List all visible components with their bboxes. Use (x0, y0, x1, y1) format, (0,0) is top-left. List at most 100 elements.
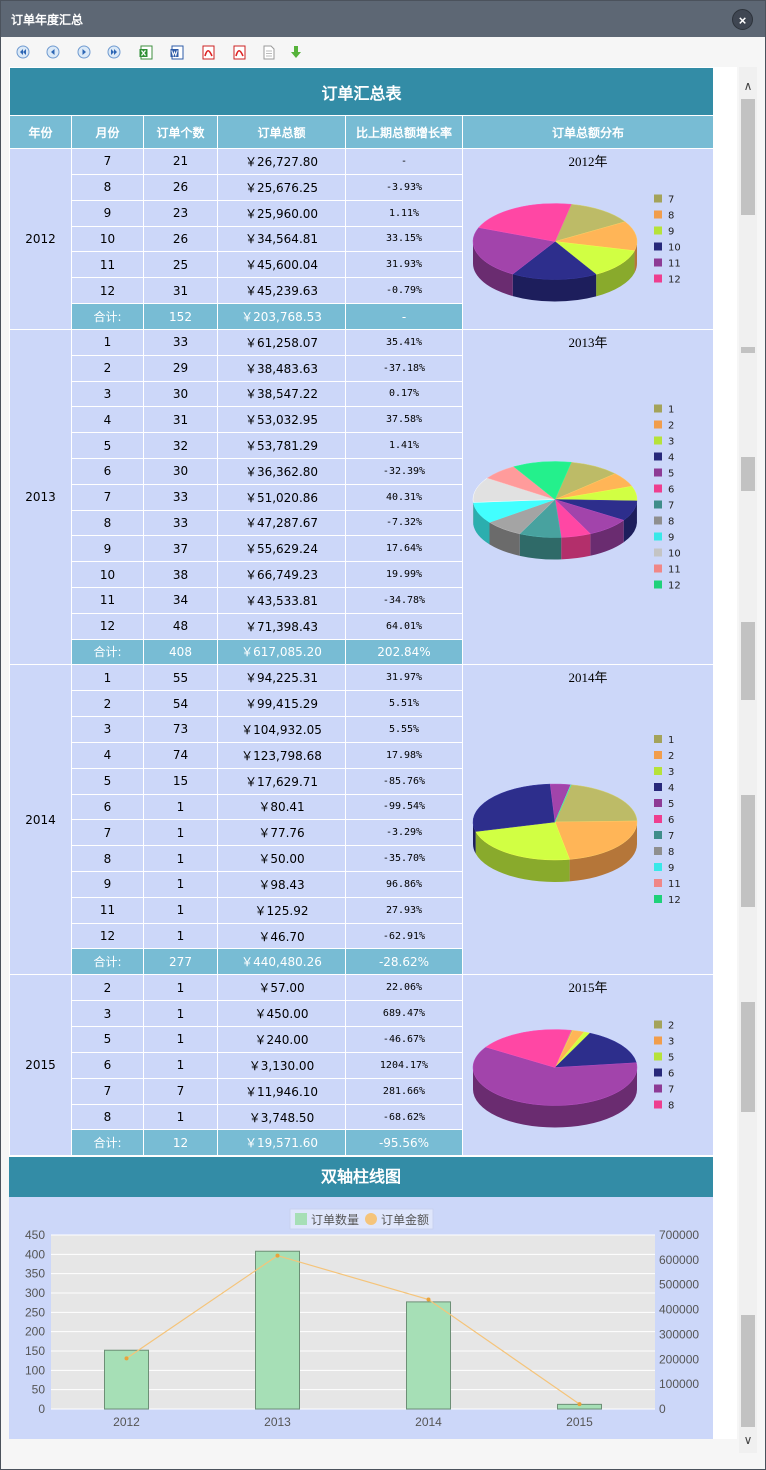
legend-label: 10 (668, 549, 681, 560)
scroll-down-icon[interactable]: ∨ (743, 1433, 753, 1447)
order-count-cell: 21 (143, 148, 218, 175)
table-row: 8 26 ￥25,676.25 -3.93% (10, 173, 714, 201)
next-page-icon[interactable] (76, 44, 92, 60)
legend-label: 2 (668, 1021, 674, 1032)
pie-slice-side (473, 502, 490, 545)
excel-export-icon[interactable] (138, 44, 154, 60)
pie-slice-side (569, 822, 637, 882)
subtotal-amount: ￥19,571.60 (217, 1129, 346, 1157)
legend-label: 5 (668, 799, 674, 810)
month-cell: 7 (71, 483, 144, 511)
pie-slice-side (561, 533, 591, 560)
bar-2014 (406, 1301, 451, 1410)
legend-label: 4 (668, 783, 674, 794)
legend-label: 2 (668, 751, 674, 762)
month-cell: 9 (71, 870, 144, 898)
legend-label: 9 (668, 227, 674, 238)
text-export-icon[interactable] (260, 44, 276, 60)
prev-page-icon[interactable] (45, 44, 61, 60)
growth-rate-cell: 37.58% (345, 406, 463, 434)
window-titlebar[interactable]: 订单年度汇总 × (1, 1, 765, 37)
close-button[interactable]: × (732, 9, 753, 30)
order-total-cell: ￥46.70 (217, 922, 346, 950)
month-cell: 6 (71, 457, 144, 485)
month-cell: 10 (71, 225, 144, 253)
scrollbar-thumb[interactable] (741, 99, 755, 215)
column-header-order-total: 订单总额 (217, 115, 346, 149)
subtotal-label: 合计: (71, 948, 144, 976)
table-row: 6 1 ￥80.41 -99.54% (10, 793, 714, 821)
subtotal-count: 408 (143, 638, 218, 666)
order-count-cell: 1 (143, 1051, 218, 1079)
legend-swatch (654, 767, 662, 776)
order-count-cell: 32 (143, 432, 218, 459)
legend-label: 7 (668, 831, 674, 842)
word-export-icon[interactable] (169, 44, 185, 60)
pie-slice (554, 1033, 637, 1069)
subtotal-label: 合计: (71, 303, 144, 330)
table-row: 9 1 ￥98.43 96.86% (10, 870, 714, 898)
order-total-cell: ￥61,258.07 (217, 329, 346, 356)
table-row: 8 1 ￥50.00 -35.70% (10, 845, 714, 872)
legend-label: 6 (668, 1069, 674, 1080)
table-row: 9 37 ￥55,629.24 17.64% (10, 535, 714, 563)
scroll-up-icon[interactable]: ∧ (743, 79, 753, 93)
table-row: 11 1 ￥125.92 27.93% (10, 896, 714, 924)
order-total-cell: ￥45,600.04 (217, 251, 346, 279)
pie-chart-title: 2013年 (568, 335, 608, 350)
subtotal-count: 12 (143, 1129, 218, 1157)
table-row: 12 31 ￥45,239.63 -0.79% (10, 277, 714, 305)
chart-canvas: 订单数量 订单金额 0 50 100 150 200 250 300 350 400 450 0 1000… (25, 1208, 699, 1429)
legend-label: 8 (668, 847, 674, 858)
order-total-cell: ￥80.41 (217, 793, 346, 821)
growth-rate-cell: 1.11% (345, 199, 463, 227)
order-count-cell: 1 (143, 793, 218, 821)
month-cell: 6 (71, 1051, 144, 1079)
growth-rate-cell: 17.98% (345, 741, 463, 769)
legend-swatch (654, 420, 662, 429)
month-cell: 7 (71, 148, 144, 175)
legend-swatch (654, 242, 662, 251)
growth-rate-cell: 17.64% (345, 535, 463, 563)
order-count-cell: 1 (143, 974, 218, 1002)
order-total-cell: ￥25,676.25 (217, 173, 346, 201)
legend-label: 6 (668, 815, 674, 826)
order-total-cell: ￥50.00 (217, 845, 346, 872)
y-right-tick-label: 400000 (659, 1303, 699, 1317)
subtotal-amount: ￥617,085.20 (217, 638, 346, 666)
last-page-icon[interactable] (106, 44, 122, 60)
month-cell: 3 (71, 716, 144, 743)
pie-slice-side (473, 822, 476, 854)
pdf-export-icon[interactable] (231, 44, 247, 60)
growth-rate-cell: 35.41% (345, 329, 463, 356)
subtotal-row: 合计: 152 ￥203,768.53- (10, 303, 714, 330)
growth-rate-cell: -68.62% (345, 1103, 463, 1131)
pie-slice-side (590, 520, 624, 556)
order-total-cell: ￥57.00 (217, 974, 346, 1002)
growth-rate-cell: -3.93% (345, 173, 463, 201)
vertical-scrollbar[interactable]: ∧ ∨ (739, 67, 757, 1453)
download-icon[interactable] (288, 44, 304, 60)
x-tick-label: 2014 (415, 1415, 442, 1429)
month-cell: 2 (71, 974, 144, 1002)
pdf-export-icon[interactable] (200, 44, 216, 60)
table-row: 2014 1 55 ￥94,225.31 31.97% 2014年 1 2 3 4 5 6 7 8 9 11 1… (9, 664, 715, 976)
table-row: 11 34 ￥43,533.81 -34.78% (10, 586, 714, 614)
scrollbar-track-mark (741, 795, 755, 907)
table-row: 8 1 ￥3,748.50 -68.62% (10, 1103, 714, 1131)
growth-rate-cell: -7.32% (345, 509, 463, 537)
month-cell: 8 (71, 173, 144, 201)
pie-slice (472, 1047, 638, 1107)
table-row: 4 74 ￥123,798.68 17.98% (10, 741, 714, 769)
month-cell: 4 (71, 406, 144, 434)
pie-slice-side (512, 274, 597, 302)
table-row: 12 1 ￥46.70 -62.91% (10, 922, 714, 950)
table-row: 7 1 ￥77.76 -3.29% (10, 819, 714, 847)
first-page-icon[interactable] (15, 44, 31, 60)
legend-swatch (654, 847, 662, 856)
month-cell: 7 (71, 1077, 144, 1105)
growth-rate-cell: -62.91% (345, 922, 463, 950)
legend-swatch (654, 404, 662, 413)
legend-swatch (654, 1052, 662, 1061)
month-cell: 3 (71, 1000, 144, 1028)
